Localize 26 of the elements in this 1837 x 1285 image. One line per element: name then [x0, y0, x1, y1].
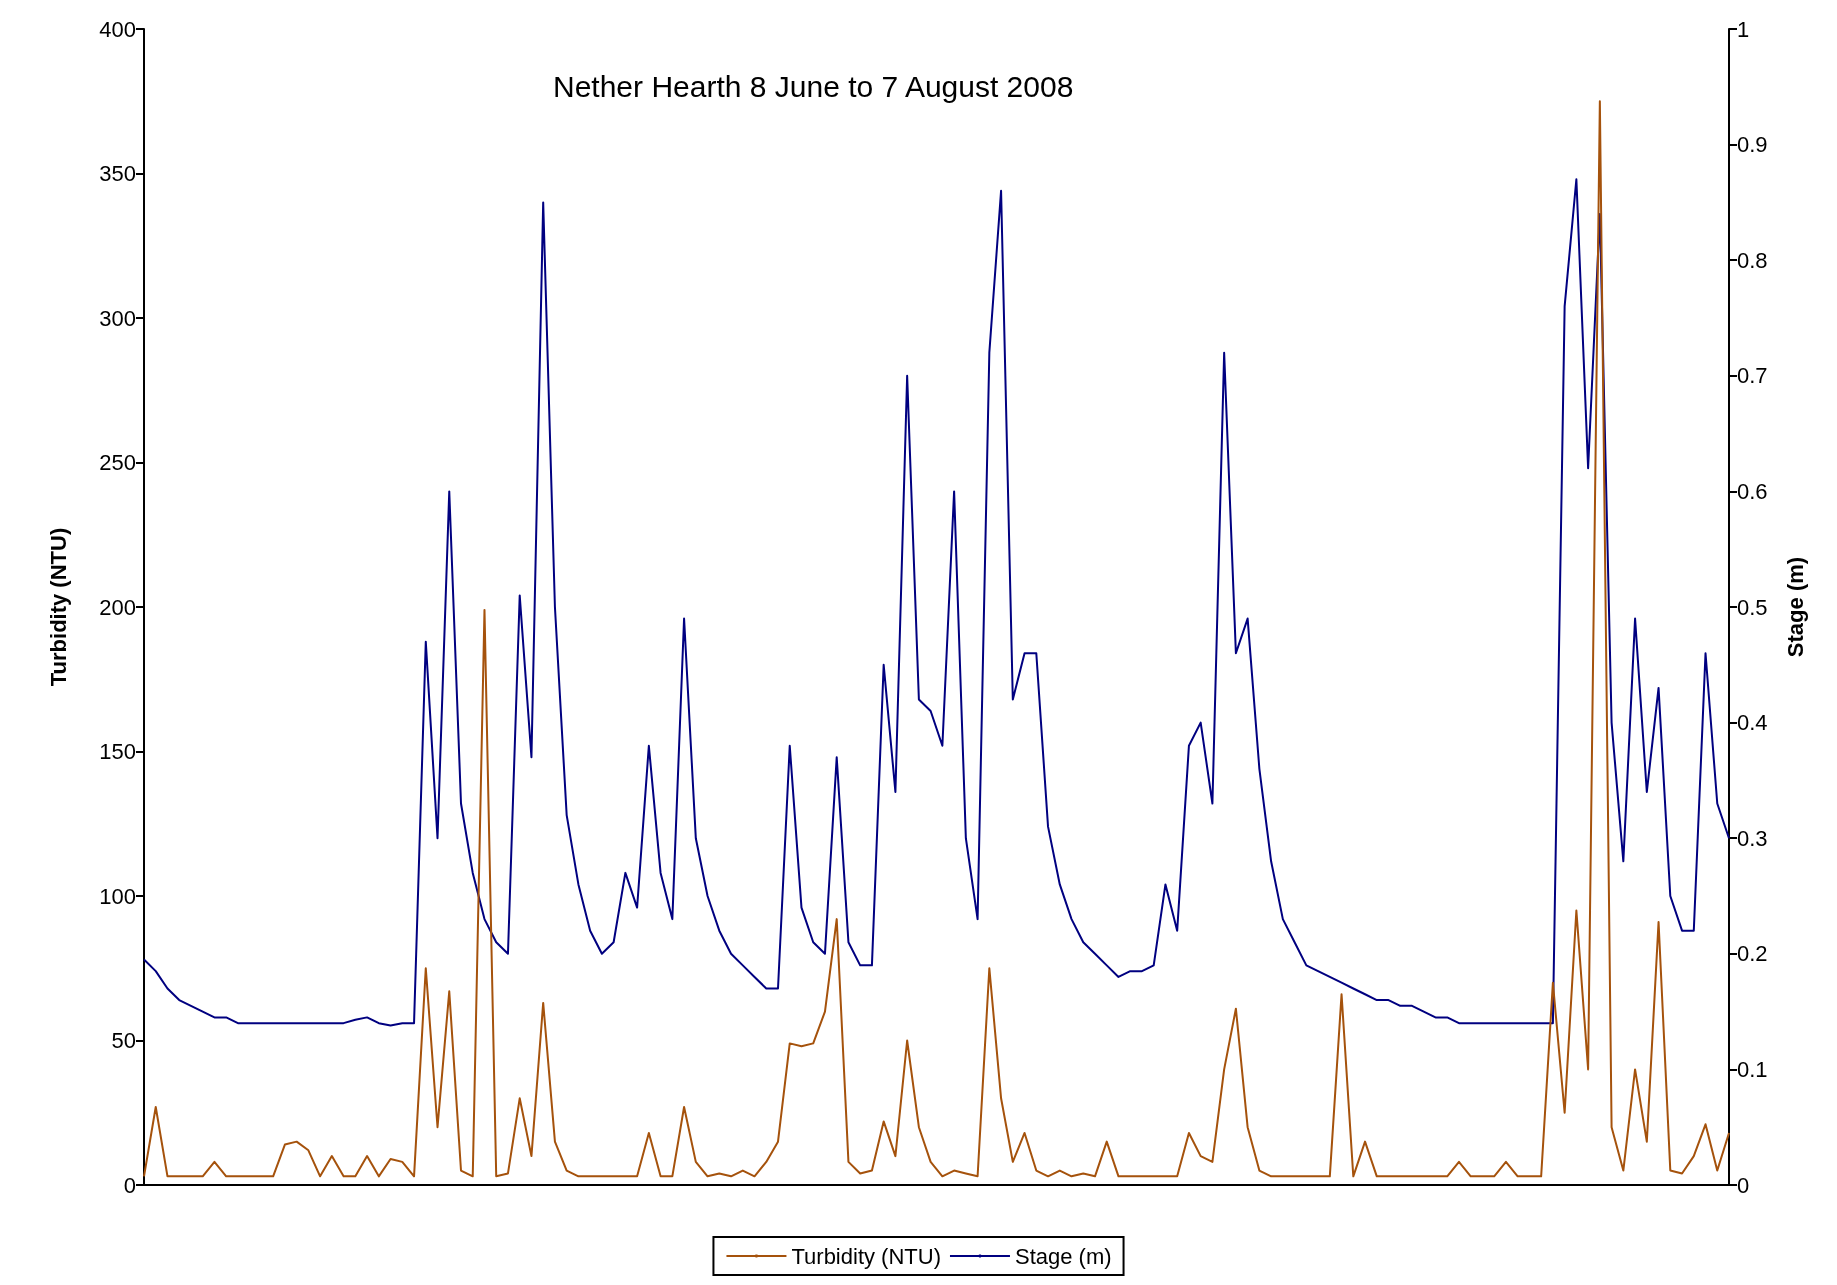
y2-tick-label: 0.8: [1737, 247, 1768, 273]
y-tick-label: 300: [99, 305, 136, 331]
y2-tick-label: 0.1: [1737, 1056, 1768, 1082]
y2-tick-label: 0.6: [1737, 478, 1768, 504]
y2-axis-title: Stage (m): [1782, 556, 1808, 658]
y2-tick-label: 0.2: [1737, 941, 1768, 967]
y2-tick-label: 0.5: [1737, 594, 1768, 620]
y-axis-title: Turbidity (NTU): [45, 527, 71, 687]
y-tick-label: 150: [99, 739, 136, 764]
y2-tick-label: 0: [1737, 1172, 1750, 1198]
y2-tick-label: 0.7: [1737, 363, 1768, 389]
y2-tick-label: 0.4: [1737, 710, 1768, 736]
y-tick-label: 200: [99, 594, 136, 620]
legend-label: Turbidity (NTU): [791, 1243, 941, 1269]
y2-tick-label: 0.3: [1737, 825, 1768, 851]
y2-tick-label: 0.9: [1737, 132, 1768, 158]
line-series: [143, 178, 1730, 1027]
y-tick-label: 400: [99, 16, 136, 42]
legend-label: Stage (m): [1014, 1243, 1112, 1269]
y-tick-label: 0: [123, 1172, 136, 1198]
y-tick-label: 100: [99, 883, 136, 909]
y2-tick-label: 1: [1737, 16, 1750, 42]
y-tick-label: 250: [99, 450, 136, 475]
y-tick-label: 50: [111, 1028, 136, 1053]
text: Nether Hearth 8 June to 7 August 2008: [553, 69, 1074, 103]
y-tick-label: 350: [99, 161, 136, 186]
